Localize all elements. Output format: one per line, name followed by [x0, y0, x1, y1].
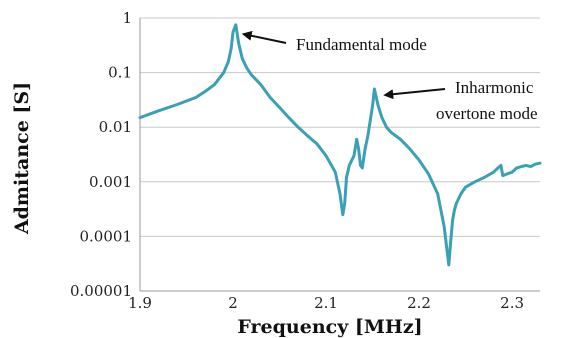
x-tick-label: 2.2: [407, 294, 431, 312]
y-tick-label: 0.01: [99, 118, 132, 136]
annotation-overtone-mode: overtone mode: [436, 104, 538, 123]
y-tick-label: 0.00001: [70, 282, 132, 300]
x-tick-labels: 1.9 2 2.1 2.2 2.3: [128, 294, 524, 312]
y-axis-title: Admitance [S]: [11, 82, 33, 235]
annotation-arrow: [241, 30, 287, 44]
annotation-inharmonic: Inharmonic: [455, 78, 534, 97]
plot-frame: [139, 18, 540, 292]
annotation-arrow: [383, 88, 446, 100]
y-tick-labels: 1 0.1 0.01 0.001 0.0001 0.00001: [70, 9, 132, 300]
y-tick-label: 1: [122, 9, 132, 27]
x-tick-label: 2: [228, 294, 238, 312]
x-axis-title: Frequency [MHz]: [237, 316, 422, 338]
series-line: [138, 23, 542, 267]
y-tick-label: 0.001: [89, 173, 132, 191]
series-layer: [138, 23, 542, 267]
x-tick-label: 2.1: [314, 294, 338, 312]
x-tick-label: 2.3: [500, 294, 524, 312]
y-tick-label: 0.0001: [80, 227, 133, 245]
annotation-fundamental-mode: Fundamental mode: [296, 35, 427, 54]
gridlines: [140, 17, 540, 292]
y-tick-label: 0.1: [108, 64, 132, 82]
annotations-layer: Fundamental mode Inharmonic overtone mode: [241, 30, 538, 123]
x-tick-label: 1.9: [128, 294, 152, 312]
